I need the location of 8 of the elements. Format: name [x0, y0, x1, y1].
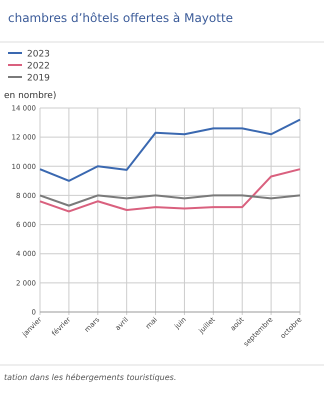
legend-label: 2019 [27, 74, 50, 84]
line-series [39, 168, 301, 212]
y-axis-title: en nombre) [4, 91, 56, 101]
chart-title: chambres d’hôtels offertes à Mayotte [8, 11, 234, 25]
text: tation dans les hébergements touristiques. [4, 373, 176, 382]
legend-label: 2023 [27, 50, 50, 60]
legend-label: 2022 [27, 62, 50, 72]
line-series [39, 118, 301, 182]
